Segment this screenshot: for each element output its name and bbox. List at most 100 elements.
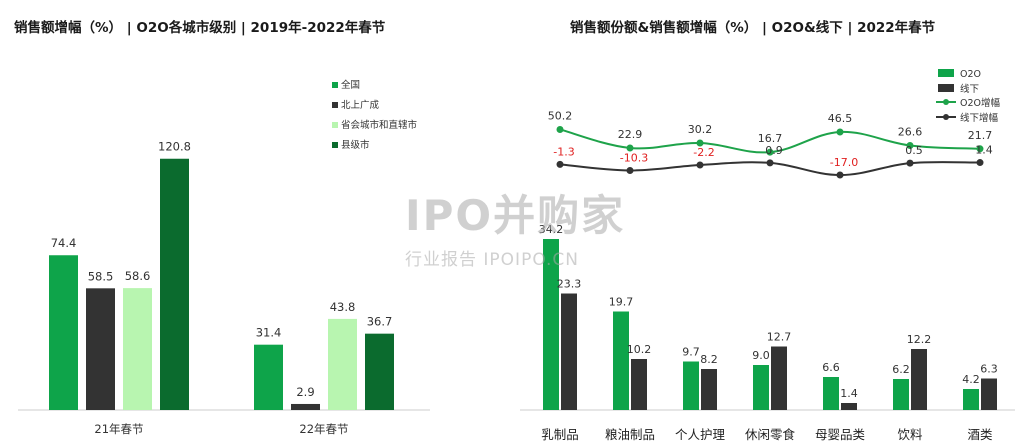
- left-bar: [365, 333, 394, 410]
- left-bar: [160, 158, 189, 410]
- right-legend-offline-growth-marker: [943, 114, 949, 120]
- right-bar-o2o: [683, 361, 699, 410]
- right-bar-o2o: [963, 389, 979, 410]
- right-x-tick-label: 休闲零食: [745, 427, 796, 442]
- left-bar: [49, 255, 78, 410]
- right-bar-offline-label: 23.3: [557, 278, 582, 291]
- left-legend-label: 省会城市和直辖市: [341, 119, 418, 131]
- left-bar: [291, 403, 320, 410]
- right-chart-title: 销售额份额&销售额增幅（%） | O2O&线下 | 2022年春节: [570, 20, 936, 36]
- o2o-growth-point: [906, 141, 914, 149]
- right-legend-offline-swatch: [938, 84, 954, 92]
- o2o-growth-label: 22.9: [618, 128, 643, 141]
- offline-growth-label: -17.0: [830, 156, 858, 169]
- offline-growth-label: 1.4: [975, 144, 993, 157]
- left-bar-value-label: 120.8: [158, 140, 191, 154]
- offline-growth-point: [906, 159, 914, 167]
- right-bar-o2o: [893, 379, 909, 410]
- o2o-growth-point: [976, 145, 984, 153]
- right-bar-offline: [631, 359, 647, 410]
- right-bar-offline: [981, 378, 997, 410]
- left-bar-value-label: 43.8: [330, 300, 356, 314]
- left-legend-swatch: [332, 142, 338, 148]
- left-legend-swatch: [332, 102, 338, 108]
- right-legend-o2o-swatch: [938, 69, 954, 77]
- o2o-growth-point: [836, 128, 844, 136]
- right-legend-offline-label: 线下: [960, 83, 979, 95]
- right-bar-o2o-label: 34.2: [539, 223, 564, 236]
- o2o-growth-label: 30.2: [688, 123, 713, 136]
- left-x-tick-label: 21年春节: [94, 422, 143, 436]
- right-bar-offline: [911, 349, 927, 410]
- right-bar-offline-label: 1.4: [840, 387, 858, 400]
- o2o-growth-label: 16.7: [758, 132, 783, 145]
- offline-growth-point: [836, 171, 844, 179]
- right-bar-offline-label: 10.2: [627, 343, 652, 356]
- right-bar-o2o-label: 6.2: [892, 363, 910, 376]
- offline-growth-point: [696, 161, 704, 169]
- left-bar-value-label: 58.5: [88, 269, 114, 283]
- left-bar-value-label: 31.4: [256, 326, 282, 340]
- left-legend-swatch: [332, 122, 338, 128]
- right-legend-o2o-label: O2O: [960, 69, 981, 80]
- right-x-tick-label: 个人护理: [675, 427, 726, 442]
- offline-growth-label: 0.5: [905, 144, 923, 157]
- left-legend-label: 北上广成: [341, 99, 380, 111]
- o2o-growth-point: [696, 139, 704, 147]
- right-legend-o2o-growth-label: O2O增幅: [960, 97, 1000, 109]
- left-bar-value-label: 2.9: [296, 385, 314, 399]
- o2o-growth-point: [556, 125, 564, 133]
- offline-growth-point: [766, 159, 774, 167]
- left-bar: [254, 344, 283, 410]
- right-bar-o2o-label: 9.7: [682, 346, 700, 359]
- left-bar: [86, 288, 115, 410]
- right-bar-offline-label: 6.3: [980, 363, 998, 376]
- left-chart-title: 销售额增幅（%） | O2O各城市级别 | 2019年-2022年春节: [14, 20, 386, 36]
- right-x-tick-label: 粮油制品: [605, 427, 655, 442]
- offline-growth-label: -10.3: [620, 151, 648, 164]
- right-bar-o2o-label: 6.6: [822, 361, 840, 374]
- right-bar-offline: [561, 293, 577, 410]
- offline-growth-label: -2.2: [693, 146, 714, 159]
- offline-growth-point: [626, 166, 634, 174]
- offline-growth-point: [976, 159, 984, 167]
- right-bar-o2o: [613, 311, 629, 410]
- right-bar-o2o-label: 4.2: [962, 373, 980, 386]
- o2o-growth-label: 46.5: [828, 112, 853, 125]
- left-bar: [123, 288, 152, 410]
- right-bar-o2o-label: 9.0: [752, 349, 770, 362]
- right-bar-offline: [771, 346, 787, 410]
- right-bar-o2o-label: 19.7: [609, 296, 634, 309]
- right-x-tick-label: 饮料: [897, 427, 923, 442]
- right-bar-offline-label: 8.2: [700, 353, 718, 366]
- right-bar-offline: [701, 369, 717, 410]
- right-bar-o2o: [753, 365, 769, 410]
- right-x-tick-label: 酒类: [967, 427, 993, 442]
- right-legend-offline-growth-label: 线下增幅: [960, 112, 999, 124]
- left-legend-label: 县级市: [341, 139, 370, 151]
- right-legend-o2o-growth-marker: [943, 99, 949, 105]
- left-x-tick-label: 22年春节: [299, 422, 348, 436]
- o2o-growth-point: [626, 144, 634, 152]
- left-legend-swatch: [332, 82, 338, 88]
- right-x-tick-label: 母婴品类: [815, 427, 866, 442]
- left-bar-value-label: 58.6: [125, 269, 151, 283]
- right-bar-offline-label: 12.2: [907, 333, 932, 346]
- left-legend-label: 全国: [341, 79, 360, 91]
- right-bar-o2o: [543, 239, 559, 410]
- right-bar-o2o: [823, 377, 839, 410]
- left-bar-value-label: 36.7: [367, 315, 393, 329]
- offline-growth-point: [556, 160, 564, 168]
- o2o-growth-label: 21.7: [968, 129, 993, 142]
- right-x-tick-label: 乳制品: [541, 427, 579, 442]
- right-bar-offline-label: 12.7: [767, 331, 792, 344]
- right-bar-offline: [841, 403, 857, 410]
- offline-growth-label: -1.3: [553, 145, 574, 158]
- o2o-growth-label: 26.6: [898, 125, 923, 138]
- left-bar-value-label: 74.4: [51, 236, 77, 250]
- o2o-growth-point: [766, 148, 774, 156]
- o2o-growth-label: 50.2: [548, 109, 573, 122]
- offline-growth-label: 0.9: [765, 144, 783, 157]
- left-bar: [328, 318, 357, 410]
